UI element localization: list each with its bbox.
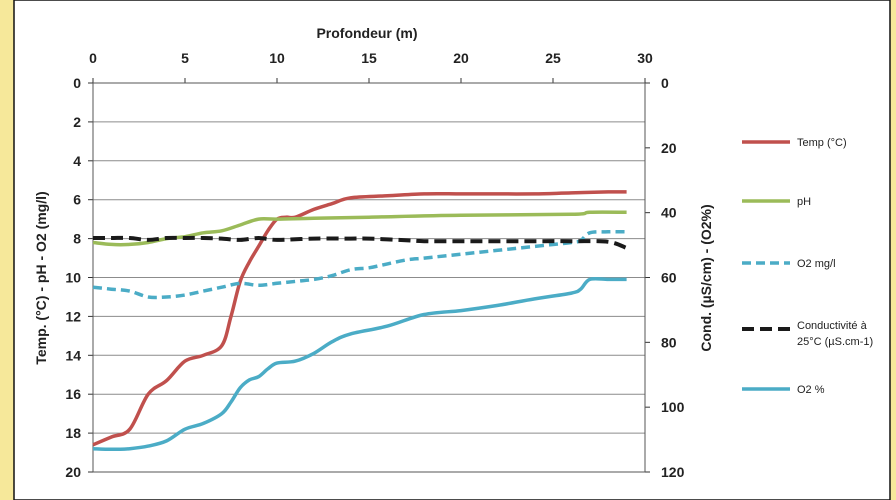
y-right-tick-label: 20 (661, 140, 677, 156)
y-right-tick-label: 80 (661, 334, 677, 350)
legend-label-temp-c: Temp (°C) (797, 137, 847, 149)
y-right-tick-label: 100 (661, 399, 685, 415)
legend-label-ph: pH (797, 196, 811, 208)
legend-label-o2-mg-l: O2 mg/l (797, 258, 836, 270)
x-axis-title: Profondeur (m) (316, 25, 417, 41)
x-tick-label: 25 (545, 50, 561, 66)
y-left-tick-label: 0 (73, 75, 81, 91)
y-left-tick-label: 14 (65, 347, 81, 363)
x-tick-label: 30 (637, 50, 653, 66)
y-left-tick-label: 20 (65, 464, 81, 480)
y-left-tick-label: 18 (65, 425, 81, 441)
y-left-tick-label: 10 (65, 270, 81, 286)
x-tick-label: 5 (181, 50, 189, 66)
x-tick-label: 0 (89, 50, 97, 66)
y-left-tick-label: 8 (73, 231, 81, 247)
y-left-tick-label: 6 (73, 192, 81, 208)
y-right-tick-label: 40 (661, 205, 677, 221)
y-left-tick-label: 4 (73, 153, 81, 169)
y-left-tick-label: 12 (65, 308, 81, 324)
y-right-tick-label: 120 (661, 464, 685, 480)
x-tick-label: 15 (361, 50, 377, 66)
x-tick-label: 20 (453, 50, 469, 66)
x-tick-label: 10 (269, 50, 285, 66)
chart-area-frame (14, 0, 890, 500)
y-right-axis-title: Cond. (µS/cm) - (O2%) (698, 204, 714, 351)
legend-label-o2: O2 % (797, 384, 825, 396)
y-left-axis-title: Temp. (°C) - pH - O2 (mg/l) (33, 191, 49, 364)
row-header-strip (0, 0, 14, 500)
y-left-tick-label: 16 (65, 386, 81, 402)
y-left-tick-label: 2 (73, 114, 81, 130)
right-sheet-strip (890, 0, 896, 500)
y-right-tick-label: 60 (661, 270, 677, 286)
y-right-tick-label: 0 (661, 75, 669, 91)
